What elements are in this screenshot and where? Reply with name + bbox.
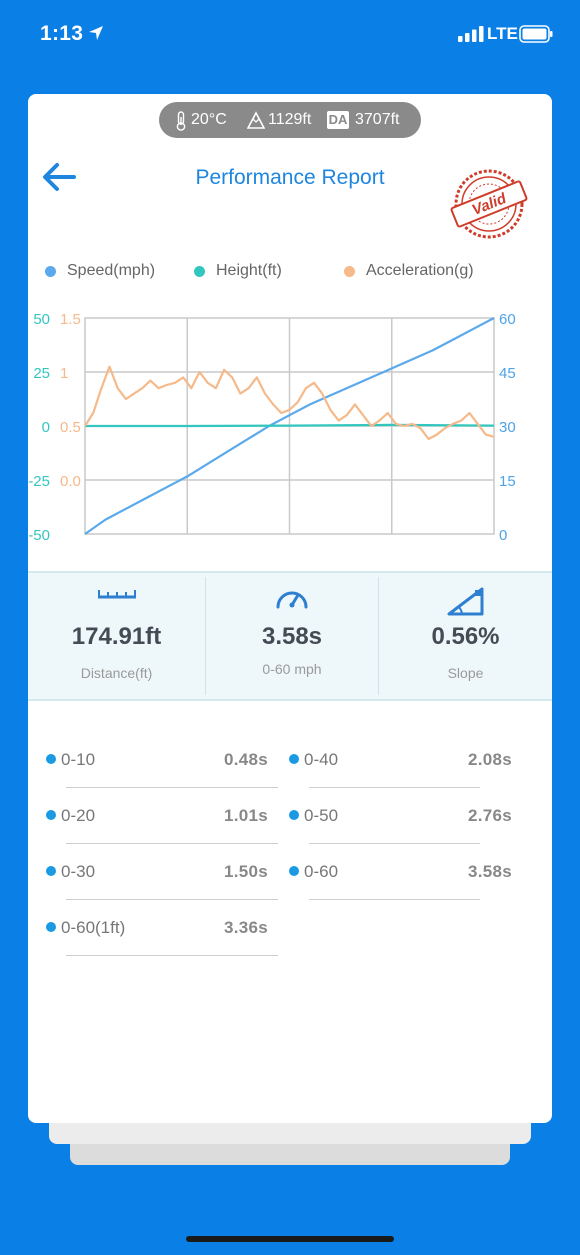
stat-distance: 174.91ft Distance(ft) <box>28 573 205 699</box>
altitude-readout: 1129ft <box>247 111 327 131</box>
back-arrow-icon[interactable] <box>41 160 77 194</box>
ruler-icon <box>97 590 136 599</box>
speed-axis-tick-label: 30 <box>499 419 516 436</box>
speed-axis-tick-label: 60 <box>499 311 516 328</box>
split-label: 0-40 <box>304 750 339 769</box>
legend-swatch <box>344 266 355 277</box>
split-time: 3.36s <box>223 918 268 937</box>
legend-swatch <box>194 266 205 277</box>
chart-legend: Speed(mph) Height(ft) Acceleration(g) <box>28 259 552 285</box>
acceleration-axis-tick-label: 0.0 <box>60 473 81 490</box>
location-arrow-icon <box>89 26 103 40</box>
divider <box>66 955 278 956</box>
density-altitude-readout: DA 3707ft <box>327 111 417 131</box>
status-bar: 1:13 LTE <box>0 0 580 70</box>
legend-label: Height(ft) <box>216 262 282 279</box>
slope-value: 0.56% <box>431 623 500 650</box>
density-altitude-value: 3707ft <box>355 111 400 128</box>
split-time: 1.01s <box>223 806 268 825</box>
distance-caption: Distance(ft) <box>80 665 153 681</box>
legend-label: Acceleration(g) <box>366 262 474 279</box>
split-time: 1.50s <box>223 862 268 881</box>
speedometer-icon <box>276 591 308 609</box>
stats-panel: 174.91ft Distance(ft) 3.58s 0-60 mph 0.5… <box>28 571 552 701</box>
temperature-value: 20°C <box>191 111 227 128</box>
stat-divider <box>205 577 206 695</box>
divider <box>309 899 480 900</box>
split-time: 3.58s <box>467 862 512 881</box>
split-time: 2.76s <box>467 806 512 825</box>
bullet-dot <box>289 810 299 820</box>
thermometer-icon <box>176 111 186 131</box>
bullet-dot <box>46 866 56 876</box>
divider <box>66 843 278 844</box>
valid-stamp-icon: Valid <box>450 169 528 239</box>
acceleration-axis-tick-label: 1.5 <box>60 311 81 328</box>
split-row-0-50: 0-50 2.76s <box>289 784 512 844</box>
report-card: 20°C 1129ft DA 3707ft Performance Report… <box>28 94 552 1123</box>
legend-swatch <box>45 266 56 277</box>
slope-caption: Slope <box>447 665 484 681</box>
split-time: 0.48s <box>223 750 268 769</box>
home-indicator[interactable] <box>186 1236 394 1242</box>
bullet-dot <box>289 754 299 764</box>
split-label: 0-60 <box>304 862 339 881</box>
divider <box>66 787 278 788</box>
environment-pill: 20°C 1129ft DA 3707ft <box>159 102 421 138</box>
temperature-readout: 20°C <box>175 111 237 131</box>
network-type: LTE <box>487 24 518 43</box>
da-badge: DA <box>327 111 349 129</box>
stat-divider <box>378 577 379 695</box>
signal-bars-icon <box>458 26 484 42</box>
bullet-dot <box>289 866 299 876</box>
split-row-0-60-1ft: 0-60(1ft) 3.36s <box>46 896 278 956</box>
performance-chart: 50 25 0 -25 -50 1.5 1 0.5 0.0 60 45 30 15 0 <box>28 311 516 544</box>
height-axis-tick-label: 25 <box>33 365 50 382</box>
speed-axis-tick-label: 0 <box>499 527 507 544</box>
height-axis-tick-label: 50 <box>33 311 50 328</box>
legend-label: Speed(mph) <box>67 262 156 279</box>
divider <box>309 787 480 788</box>
height-series-line <box>85 423 495 428</box>
split-label: 0-50 <box>304 806 339 825</box>
split-times-list: 0-10 0.48s 0-40 2.08s 0-20 1.01s 0-50 2.… <box>28 714 552 1014</box>
split-row-0-10: 0-10 0.48s <box>46 728 278 788</box>
speed-series-line <box>84 317 495 535</box>
battery-icon <box>519 25 553 43</box>
distance-value: 174.91ft <box>71 623 162 650</box>
zero-to-sixty-value: 3.58s <box>261 623 323 650</box>
split-label: 0-30 <box>61 862 96 881</box>
divider <box>66 899 278 900</box>
split-row-0-30: 0-30 1.50s <box>46 840 278 900</box>
split-row-0-40: 0-40 2.08s <box>289 728 512 788</box>
height-axis-tick-label: -25 <box>28 473 50 490</box>
stat-slope: 0.56% Slope <box>379 573 552 699</box>
bullet-dot <box>46 922 56 932</box>
acceleration-series-line <box>84 365 495 441</box>
acceleration-axis-tick-label: 0.5 <box>60 419 81 436</box>
zero-to-sixty-caption: 0-60 mph <box>262 661 322 677</box>
bullet-dot <box>46 754 56 764</box>
mountain-icon <box>247 111 265 129</box>
acceleration-axis-tick-label: 1 <box>60 365 68 382</box>
divider <box>309 843 480 844</box>
page-title: Performance Report <box>195 166 385 189</box>
height-axis-tick-label: 0 <box>42 419 50 436</box>
speed-axis-tick-label: 45 <box>499 365 516 382</box>
altitude-value: 1129ft <box>268 111 312 128</box>
stat-zero-to-sixty: 3.58s 0-60 mph <box>206 573 378 699</box>
split-row-0-60: 0-60 3.58s <box>289 840 512 900</box>
split-row-0-20: 0-20 1.01s <box>46 784 278 844</box>
speed-axis-tick-label: 15 <box>499 473 516 490</box>
bullet-dot <box>46 810 56 820</box>
slope-icon <box>447 587 483 616</box>
clock: 1:13 <box>40 22 84 45</box>
split-time: 2.08s <box>467 750 512 769</box>
split-label: 0-10 <box>61 750 96 769</box>
height-axis-tick-label: -50 <box>28 527 50 544</box>
split-label: 0-20 <box>61 806 96 825</box>
split-label: 0-60(1ft) <box>61 918 126 937</box>
